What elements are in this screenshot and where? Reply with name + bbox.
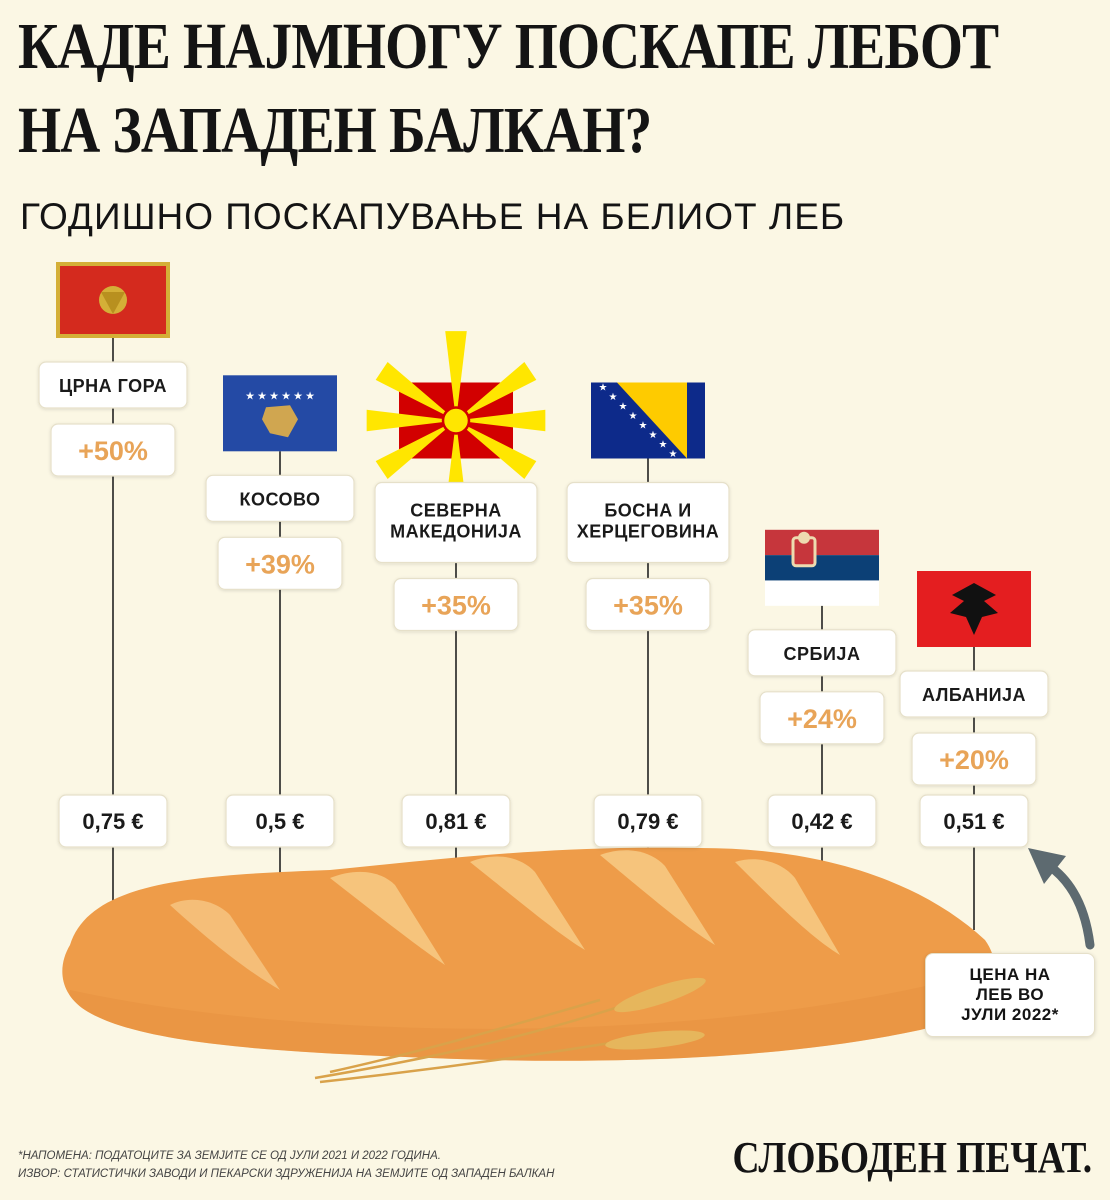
price-box	[767, 794, 877, 848]
price-label: 0,75 €	[82, 809, 143, 834]
country-label-box	[747, 629, 897, 677]
price-label: 0,51 €	[943, 809, 1004, 834]
country-group: ★ ★ ★ ★ ★ ★КОСОВО+39%0,5 €	[205, 375, 355, 848]
brand-logo: СЛОБОДЕН ПЕЧАТ.	[732, 1133, 1092, 1182]
country-group: ЦРНА ГОРА +50% 0,75 €	[38, 262, 188, 848]
increase-label: +20%	[939, 745, 1009, 775]
country-marks: ЦРНА ГОРА+50%0,75 €★ ★ ★ ★ ★ ★КОСОВО+39%0,5 €…	[38, 262, 1049, 848]
country-label: СЕВЕРНА	[410, 501, 502, 521]
price-label: 0,79 €	[617, 809, 678, 834]
page-subtitle: ГОДИШНО ПОСКАПУВАЊЕ НА БЕЛИОТ ЛЕБ	[20, 196, 846, 237]
increase-box	[393, 577, 519, 632]
bread-loaf-icon	[62, 847, 995, 1084]
increase-box	[217, 536, 343, 590]
page-title-line-1: КАДЕ НАЈМНОГУ ПОСКАПЕ ЛЕБОТ	[18, 10, 999, 83]
svg-text:★: ★	[669, 449, 678, 460]
callout-line-2: ЛЕБ ВО	[975, 984, 1045, 1004]
country-label: БОСНА И	[604, 501, 691, 521]
country-label: ЦРНА ГОРА	[59, 376, 167, 396]
svg-text:★: ★	[269, 390, 279, 402]
price-callout: ЦЕНА НА ЛЕБ ВО ЈУЛИ 2022*	[925, 953, 1095, 1037]
price-box	[401, 794, 511, 848]
page-title-line-2: НА ЗАПАДЕН БАЛКАН?	[18, 94, 652, 167]
price-box	[58, 794, 168, 848]
increase-box	[911, 732, 1037, 786]
callout-text: ЦЕНА НА ЛЕБ ВО ЈУЛИ 2022*	[961, 965, 1059, 1025]
increase-label: +35%	[613, 591, 683, 621]
source-note: ИЗВОР: СТАТИСТИЧКИ ЗАВОДИ И ПЕКАРСКИ ЗДР…	[18, 1168, 555, 1180]
country-label: ХЕРЦЕГОВИНА	[577, 522, 720, 542]
north-macedonia-flag-icon	[366, 331, 546, 510]
price-box	[919, 794, 1029, 848]
svg-text:★: ★	[649, 430, 658, 441]
country-label-box	[205, 474, 355, 522]
country-label-box	[899, 670, 1049, 718]
svg-text:★: ★	[659, 440, 668, 451]
kosovo-flag-icon: ★ ★ ★ ★ ★ ★	[223, 375, 337, 452]
country-label: АЛБАНИЈА	[922, 685, 1026, 705]
price-label: 0,5 €	[256, 809, 305, 834]
svg-text:★: ★	[639, 421, 648, 432]
country-label: МАКЕДОНИЈА	[390, 522, 522, 542]
price-label: 0,42 €	[791, 809, 852, 834]
svg-text:★: ★	[245, 390, 255, 402]
bosnia-flag-icon: ★★★★★★★★	[591, 382, 705, 460]
increase-label: +35%	[421, 591, 491, 621]
country-label-box	[374, 481, 538, 564]
increase-label: +50%	[78, 436, 148, 466]
svg-text:★: ★	[599, 383, 608, 394]
country-label-box	[38, 361, 188, 409]
svg-text:★: ★	[629, 411, 638, 422]
montenegro-flag-icon	[56, 262, 170, 338]
callout-line-3: ЈУЛИ 2022*	[961, 1005, 1059, 1025]
price-label: 0,81 €	[425, 809, 486, 834]
svg-text:★: ★	[305, 390, 315, 402]
callout-line-1: ЦЕНА НА	[969, 964, 1051, 984]
price-box	[593, 794, 703, 848]
callout-arrow-icon	[1028, 848, 1095, 950]
increase-box	[50, 423, 176, 477]
increase-label: +39%	[245, 549, 315, 579]
country-group: СРБИЈА +24% 0,42 €	[747, 529, 897, 848]
increase-box	[759, 691, 885, 745]
svg-text:★: ★	[619, 402, 628, 413]
albania-flag-icon	[917, 571, 1031, 647]
country-group: АЛБАНИЈА +20% 0,51 €	[899, 571, 1049, 848]
footnote: *НАПОМЕНА: ПОДАТОЦИТЕ ЗА ЗЕМЈИТЕ СЕ ОД Ј…	[18, 1150, 441, 1162]
price-box	[225, 794, 335, 848]
svg-text:★: ★	[609, 392, 618, 403]
country-label: СРБИЈА	[784, 644, 861, 664]
serbia-flag-icon	[765, 529, 879, 606]
svg-text:★: ★	[293, 390, 303, 402]
svg-text:★: ★	[281, 390, 291, 402]
increase-label: +24%	[787, 704, 857, 734]
country-label-box	[566, 481, 730, 564]
increase-box	[585, 577, 711, 632]
country-label: КОСОВО	[239, 489, 320, 509]
svg-text:★: ★	[257, 390, 267, 402]
